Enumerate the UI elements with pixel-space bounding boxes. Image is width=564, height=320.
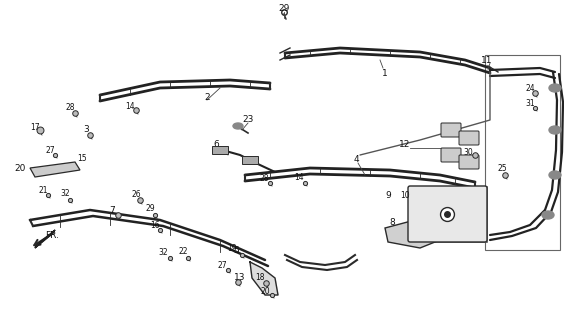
Text: 14: 14 (125, 101, 135, 110)
Text: 4: 4 (353, 155, 359, 164)
Bar (242, 156, 258, 164)
Text: 30: 30 (463, 148, 473, 156)
Text: 12: 12 (399, 140, 411, 148)
Text: 5: 5 (233, 245, 239, 254)
Text: 1: 1 (382, 68, 388, 77)
Text: 31: 31 (525, 99, 535, 108)
Polygon shape (30, 162, 80, 177)
Text: 32: 32 (158, 247, 168, 257)
Text: 32: 32 (60, 188, 70, 197)
Bar (408, 186, 487, 242)
Text: 20: 20 (14, 164, 26, 172)
Text: 14: 14 (294, 172, 304, 181)
Text: 20: 20 (260, 287, 270, 297)
Text: 11: 11 (481, 55, 493, 65)
Text: 6: 6 (213, 140, 219, 148)
Text: 29: 29 (145, 204, 155, 212)
Text: 9: 9 (385, 190, 391, 199)
Ellipse shape (549, 126, 561, 134)
Text: 21: 21 (38, 186, 48, 195)
Polygon shape (35, 230, 55, 248)
Text: 23: 23 (243, 115, 254, 124)
Text: 15: 15 (77, 154, 87, 163)
Text: 25: 25 (497, 164, 507, 172)
Text: 22: 22 (178, 246, 188, 255)
Text: 27: 27 (217, 260, 227, 269)
Text: 27: 27 (45, 146, 55, 155)
Text: 18: 18 (255, 274, 265, 283)
Ellipse shape (549, 84, 561, 92)
FancyBboxPatch shape (441, 123, 461, 137)
FancyBboxPatch shape (408, 186, 487, 242)
FancyBboxPatch shape (441, 148, 461, 162)
Bar (212, 146, 228, 154)
Text: 10: 10 (400, 190, 410, 199)
Text: 13: 13 (234, 274, 246, 283)
Text: 3: 3 (83, 124, 89, 133)
Ellipse shape (233, 123, 243, 129)
Polygon shape (250, 262, 278, 295)
Polygon shape (385, 220, 440, 248)
Text: 28: 28 (259, 173, 269, 182)
Text: 26: 26 (131, 189, 141, 198)
Text: 28: 28 (65, 102, 75, 111)
Text: 8: 8 (389, 218, 395, 227)
Text: 29: 29 (278, 4, 290, 12)
FancyBboxPatch shape (459, 155, 479, 169)
Ellipse shape (549, 171, 561, 179)
Ellipse shape (542, 211, 554, 219)
Text: 19: 19 (227, 244, 237, 252)
FancyBboxPatch shape (459, 131, 479, 145)
Text: FR.: FR. (45, 230, 59, 239)
Text: 7: 7 (109, 205, 115, 214)
Text: 17: 17 (30, 123, 40, 132)
Text: 24: 24 (525, 84, 535, 92)
Bar (485, 55, 560, 250)
Text: 16: 16 (150, 220, 160, 229)
Text: 2: 2 (204, 92, 210, 101)
